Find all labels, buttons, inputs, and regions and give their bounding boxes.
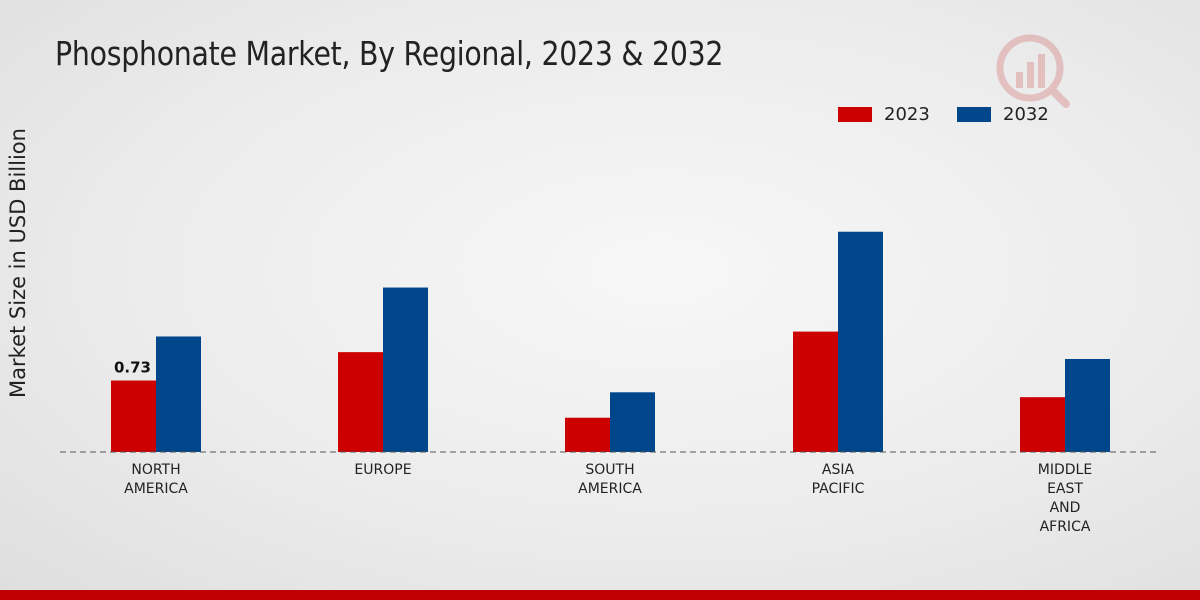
bottom-accent-bar — [0, 590, 1200, 600]
chart-title: Phosphonate Market, By Regional, 2023 & … — [55, 34, 724, 73]
legend-label-2032: 2032 — [1003, 104, 1049, 125]
bars-layer — [111, 231, 1110, 452]
x-tick-label-north-america: NORTH AMERICA — [124, 462, 188, 497]
bar-2023-south-america — [565, 417, 610, 452]
bar-2032-asia-pacific — [838, 231, 883, 452]
bar-2023-north-america — [111, 380, 156, 452]
bar-2032-middle-east-and-africa — [1065, 359, 1110, 452]
bar-2032-north-america — [156, 336, 201, 452]
legend-item-2023: 2023 — [838, 104, 930, 125]
x-tick-label-asia-pacific: ASIA PACIFIC — [812, 462, 865, 497]
data-label: 0.73 — [114, 359, 151, 377]
legend-label-2023: 2023 — [884, 104, 930, 125]
bar-2023-europe — [338, 352, 383, 452]
watermark-logo-icon — [996, 34, 1070, 108]
bar-2023-middle-east-and-africa — [1020, 397, 1065, 452]
bar-2032-south-america — [610, 392, 655, 452]
legend-swatch-2032 — [957, 107, 991, 122]
legend-swatch-2023 — [838, 107, 872, 122]
bar-2032-europe — [383, 287, 428, 452]
labels-layer: NORTH AMERICA EUROPE SOUTH AMERICA ASIA PACIFI… — [114, 359, 1092, 535]
legend-item-2032: 2032 — [957, 104, 1049, 125]
bar-2023-asia-pacific — [793, 331, 838, 452]
x-tick-label-europe: EUROPE — [354, 462, 411, 478]
x-tick-label-middle-east-and-africa: MIDDLE EAST AND AFRICA — [1038, 462, 1092, 535]
x-tick-label-south-america: SOUTH AMERICA — [578, 462, 642, 497]
